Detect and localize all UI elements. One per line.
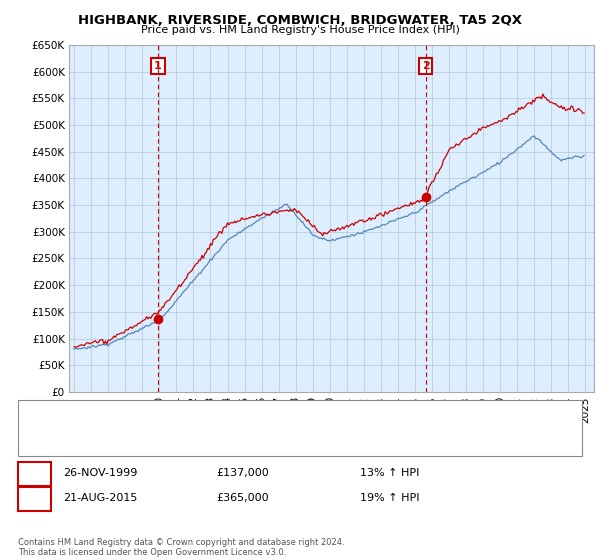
Text: Price paid vs. HM Land Registry's House Price Index (HPI): Price paid vs. HM Land Registry's House … bbox=[140, 25, 460, 35]
Text: Contains HM Land Registry data © Crown copyright and database right 2024.
This d: Contains HM Land Registry data © Crown c… bbox=[18, 538, 344, 557]
Text: 2: 2 bbox=[30, 492, 38, 505]
Text: 1: 1 bbox=[154, 61, 162, 71]
Text: —: — bbox=[39, 424, 58, 444]
Text: £137,000: £137,000 bbox=[216, 468, 269, 478]
Text: HIGHBANK, RIVERSIDE, COMBWICH, BRIDGWATER, TA5 2QX (detached house): HIGHBANK, RIVERSIDE, COMBWICH, BRIDGWATE… bbox=[66, 411, 471, 421]
Text: 2: 2 bbox=[422, 61, 430, 71]
Text: 21-AUG-2015: 21-AUG-2015 bbox=[63, 493, 137, 503]
Text: —: — bbox=[39, 407, 58, 426]
Text: 13% ↑ HPI: 13% ↑ HPI bbox=[360, 468, 419, 478]
Text: 19% ↑ HPI: 19% ↑ HPI bbox=[360, 493, 419, 503]
Text: £365,000: £365,000 bbox=[216, 493, 269, 503]
Text: 26-NOV-1999: 26-NOV-1999 bbox=[63, 468, 137, 478]
Text: HIGHBANK, RIVERSIDE, COMBWICH, BRIDGWATER, TA5 2QX: HIGHBANK, RIVERSIDE, COMBWICH, BRIDGWATE… bbox=[78, 14, 522, 27]
Text: HPI: Average price, detached house, Somerset: HPI: Average price, detached house, Some… bbox=[66, 429, 309, 439]
Text: 1: 1 bbox=[30, 466, 38, 480]
